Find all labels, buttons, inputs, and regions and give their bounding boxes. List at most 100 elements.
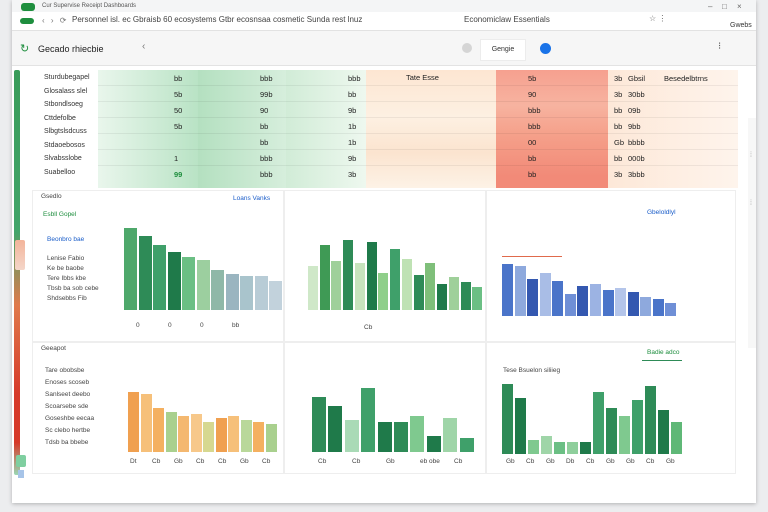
chart-bar (216, 418, 227, 452)
axis-tick-label: Cb (152, 458, 161, 465)
table-cell: 99 (174, 170, 183, 179)
axis-tick-label: eb obe (420, 458, 440, 465)
chart-item-label: Sc clebo hertbe (45, 427, 91, 434)
bar-chart-2 (308, 240, 484, 310)
chart-bar (528, 440, 539, 454)
chart-bar (593, 392, 604, 454)
sheets-favicon-icon (21, 3, 35, 11)
chart-bar (345, 420, 359, 452)
chart-bar (367, 242, 377, 310)
chart-bar (228, 416, 239, 452)
chart-label: Gbeloldlyl (647, 209, 676, 216)
chart-bar (139, 236, 152, 310)
chart-bar (331, 261, 341, 310)
axis-tick-label: Cb (454, 458, 463, 465)
chart-subtitle: Esbll Gopel (43, 211, 77, 218)
table-cell: 99b (260, 90, 273, 99)
more-menu-icon[interactable]: ⁝ (718, 41, 722, 52)
column-3 (286, 70, 366, 188)
row-divider (98, 149, 738, 150)
chart-bar (211, 270, 224, 310)
user-avatar[interactable] (540, 43, 551, 54)
account-name[interactable]: Gwebs (730, 22, 752, 29)
minimize-icon[interactable]: – (708, 2, 713, 11)
bar-chart-3 (502, 262, 678, 316)
axis-tick-label: Cb (646, 458, 655, 465)
url-input[interactable]: Personnel isl. ec Gbraisb 60 ecosystems … (72, 15, 363, 24)
chart-bar (658, 410, 669, 454)
chart-bar (615, 288, 626, 316)
nav-arrows-icon[interactable]: ‹ › ⟳ (42, 16, 69, 25)
table-cell: 9bb (628, 122, 641, 131)
table-cell: 1b (348, 138, 357, 147)
table-cell: 9b (348, 106, 357, 115)
chart-bar (308, 266, 318, 310)
maximize-icon[interactable]: □ (722, 2, 727, 11)
bookmark-star-icon[interactable]: ☆ ⋮ (649, 14, 667, 23)
tab-bar: Cur Supervise Receipt Dashboards – □ × (12, 0, 756, 12)
row-label: Slbgtslsdcuss (44, 128, 87, 135)
table-cell: 30bb (628, 90, 645, 99)
table-cell: bb (528, 154, 537, 163)
axis-tick-label: Cb (262, 458, 271, 465)
table-cell: 90 (528, 90, 537, 99)
browser-window: Cur Supervise Receipt Dashboards – □ × ‹… (12, 0, 756, 503)
chart-panel-right-top: Gbeloldlyl (486, 190, 736, 342)
axis-tick-label: Gb (666, 458, 675, 465)
chart-item-label: Goseshbe eecaa (45, 415, 95, 422)
chart-bar (665, 303, 676, 316)
chart-bar (355, 263, 365, 310)
chart-bar (603, 290, 614, 316)
legend-line (642, 360, 682, 361)
chart-bar (414, 275, 424, 310)
refresh-logo-icon: ↻ (20, 43, 30, 55)
reference-line (502, 256, 562, 257)
chart-bar (449, 277, 459, 310)
table-cell: bb (614, 122, 623, 131)
row-label: Slvabsslobe (44, 155, 82, 162)
scroll-handle-icon[interactable]: ⁞ (750, 200, 752, 207)
scrollbar[interactable] (748, 118, 756, 348)
bar-chart-4 (128, 392, 278, 452)
axis-tick-label: Gb (386, 458, 395, 465)
chart-bar (410, 416, 424, 452)
chart-bar (255, 276, 268, 310)
chart-bar (124, 228, 137, 310)
row-label: Suabelloo (44, 168, 76, 176)
table-cell: Gb (614, 138, 625, 147)
column-4 (496, 70, 608, 188)
chart-bar (253, 422, 264, 452)
table-cell: 3b (614, 170, 623, 179)
bookmark-link[interactable]: Economiclaw Essentials (464, 15, 550, 24)
table-cell: 5b (174, 122, 183, 131)
close-icon[interactable]: × (737, 2, 742, 11)
chart-item-label: Scoarsebe sde (45, 403, 89, 410)
chart-bar (269, 281, 282, 310)
chart-link[interactable]: Badie adco (647, 349, 680, 356)
table-cell: bb (260, 138, 269, 147)
table-cell: Besedelbtrns (664, 74, 708, 83)
axis-tick-label: Gb (174, 458, 183, 465)
tab-title[interactable]: Cur Supervise Receipt Dashboards (42, 3, 137, 9)
table-cell: 000b (628, 154, 645, 163)
view-button[interactable]: Gengie (480, 39, 526, 61)
status-marker (15, 240, 25, 270)
table-cell: bb (260, 122, 269, 131)
chart-bar (437, 284, 447, 310)
chart-link[interactable]: Loans Vanks (233, 195, 271, 202)
chart-bar (460, 438, 474, 452)
chart-bar (182, 257, 195, 310)
row-label: Cttdefolbe (44, 114, 76, 122)
table-cell: 5b (174, 90, 183, 99)
chart-bar (427, 436, 441, 452)
scroll-handle-icon[interactable]: ⁞ (750, 152, 752, 159)
chart-bar (554, 442, 565, 454)
back-icon[interactable]: ‹ (142, 41, 146, 52)
chart-bar (565, 294, 576, 316)
chart-bar (361, 388, 375, 452)
chart-item-label: Enoses scoseb (45, 379, 90, 386)
chart-bar (141, 394, 152, 452)
chart-bar (266, 424, 277, 452)
axis-tick-label: Gb (606, 458, 615, 465)
chart-bar (640, 297, 651, 316)
